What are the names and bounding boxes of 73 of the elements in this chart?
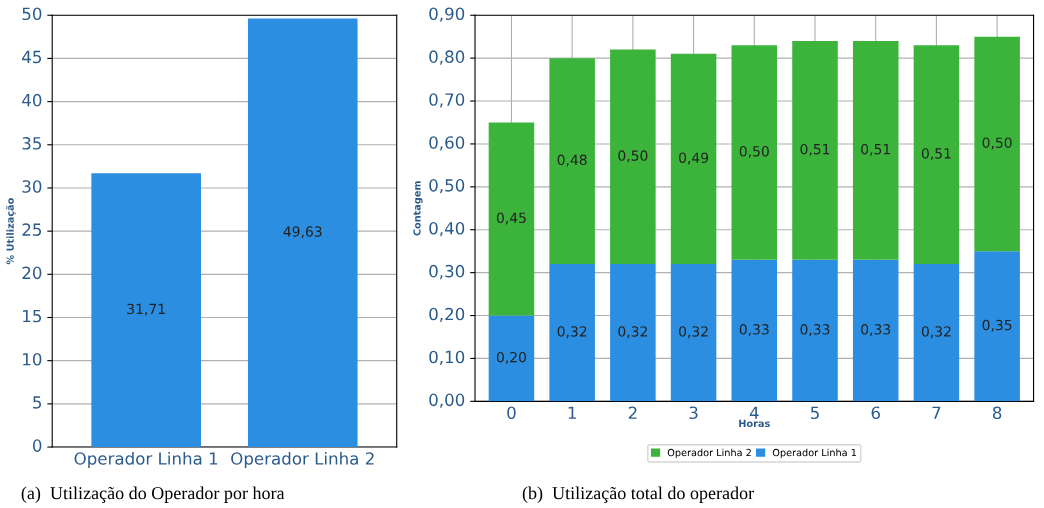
bar xyxy=(670,53,717,265)
y-tick-label: 0,40 xyxy=(429,221,465,237)
x-tick-label: 5 xyxy=(810,406,819,420)
data-label: 0,32 xyxy=(618,326,647,339)
y-tick-label: 0,60 xyxy=(429,136,465,151)
x-tick-label: 4 xyxy=(749,406,759,419)
x-tick-label: 3 xyxy=(689,406,698,420)
y-tick-label: 5 xyxy=(33,396,42,409)
text: (b) Utilização total do operador xyxy=(522,486,754,503)
x-tick-label: 1 xyxy=(568,406,576,419)
x-tick-label: 7 xyxy=(932,406,941,419)
data-label: 0,50 xyxy=(618,150,648,163)
y-tick-label: 30 xyxy=(22,180,42,193)
bar xyxy=(913,264,960,402)
bar xyxy=(792,259,838,402)
bar xyxy=(610,49,656,265)
bar xyxy=(974,36,1020,252)
data-label: 0,50 xyxy=(739,146,769,158)
x-axis-title: Horas xyxy=(739,419,770,428)
bar xyxy=(549,264,595,402)
bar xyxy=(852,259,899,402)
y-tick-label: 45 xyxy=(22,50,42,64)
data-label: 0,33 xyxy=(861,324,891,336)
y-tick-label: 0,20 xyxy=(429,307,465,323)
x-tick-label: 6 xyxy=(871,406,880,420)
bar xyxy=(731,45,778,260)
y-tick-label: 0,80 xyxy=(429,50,465,65)
y-tick-label: 0,70 xyxy=(429,93,465,108)
data-label: 0,33 xyxy=(800,324,830,336)
bar xyxy=(913,45,960,265)
bar xyxy=(549,58,595,265)
data-label: 0,49 xyxy=(679,152,709,165)
data-label: 0,51 xyxy=(800,143,830,156)
data-label: 0,51 xyxy=(921,148,951,161)
data-label: 0,51 xyxy=(861,143,890,156)
y-tick-label: 25 xyxy=(22,223,42,236)
data-label: 0,45 xyxy=(496,212,526,225)
data-label: 0,20 xyxy=(496,351,526,364)
bar xyxy=(670,264,717,402)
data-label: 0,35 xyxy=(982,319,1012,332)
y-axis-title: % Utilização xyxy=(6,198,16,265)
data-label: 49,63 xyxy=(283,226,322,239)
y-tick-label: 0,30 xyxy=(429,264,465,280)
y-tick-label: 0,10 xyxy=(429,350,465,365)
y-tick-label: 40 xyxy=(22,93,42,107)
data-label: 0,32 xyxy=(921,326,951,339)
y-tick-label: 35 xyxy=(22,137,42,150)
data-label: 0,48 xyxy=(557,154,587,167)
data-label: 0,33 xyxy=(739,324,769,336)
bar xyxy=(792,40,838,260)
y-tick-label: 0,90 xyxy=(429,7,465,22)
y-tick-label: 15 xyxy=(23,309,42,323)
y-axis-title: Contagem xyxy=(413,181,423,236)
y-tick-label: 50 xyxy=(22,7,42,21)
data-label: 31,71 xyxy=(127,303,165,316)
x-tick-label: 8 xyxy=(992,406,1002,420)
y-tick-label: 0 xyxy=(32,439,42,452)
y-tick-label: 10 xyxy=(23,352,42,366)
y-tick-label: 0,00 xyxy=(429,393,465,408)
x-tick-label: 2 xyxy=(628,406,637,419)
y-tick-label: 0,50 xyxy=(429,179,465,194)
bar xyxy=(731,259,778,402)
bar xyxy=(852,40,899,260)
bar xyxy=(974,251,1020,402)
data-label: 0,50 xyxy=(982,137,1012,150)
x-tick-label: 0 xyxy=(507,406,516,420)
y-tick-label: 20 xyxy=(22,266,42,280)
text: (a) Utilização do Operador por hora xyxy=(21,486,285,503)
bar xyxy=(488,122,535,316)
data-label: 0,32 xyxy=(557,326,587,339)
bar xyxy=(488,315,535,402)
data-label: 0,32 xyxy=(679,326,708,339)
bar xyxy=(610,264,656,402)
